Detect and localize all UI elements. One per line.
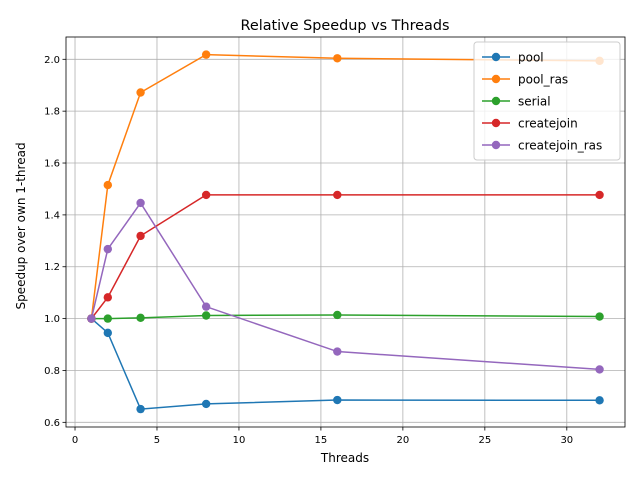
y-tick-label: 1.4 — [44, 210, 60, 221]
data-point — [595, 190, 604, 200]
series-createjoin — [87, 190, 604, 323]
y-tick-label: 1.6 — [44, 159, 60, 170]
data-point — [103, 180, 113, 190]
data-point — [136, 231, 145, 241]
data-point — [333, 54, 342, 63]
y-tick-label: 0.8 — [44, 366, 60, 377]
series-line — [90, 53, 600, 319]
data-point — [595, 365, 604, 374]
data-point — [333, 310, 342, 320]
data-point — [595, 312, 604, 321]
data-point — [136, 313, 145, 323]
legend-label: createjoin — [518, 117, 578, 131]
data-point — [201, 50, 211, 59]
x-tick-label: 20 — [397, 435, 410, 446]
y-tick-label: 1.0 — [44, 314, 60, 325]
legend-swatch-marker — [491, 118, 501, 128]
x-tick-label: 25 — [478, 435, 491, 446]
legend-item: pool_ras — [482, 73, 568, 87]
y-tick-label: 2.0 — [44, 55, 60, 66]
series-line — [91, 314, 600, 320]
legend-item: pool — [482, 51, 544, 65]
x-tick-label: 5 — [154, 435, 160, 446]
series-line — [90, 194, 600, 320]
legend-label: serial — [518, 95, 551, 109]
data-point — [103, 293, 113, 302]
data-point — [201, 302, 211, 311]
data-point — [333, 395, 342, 405]
legend-box — [473, 41, 621, 161]
data-point — [103, 244, 113, 254]
x-tick-label: 10 — [233, 435, 246, 446]
series-serial — [87, 310, 604, 323]
x-axis-label: Threads — [320, 451, 369, 465]
data-point — [201, 399, 211, 409]
axes: 0 5 10 15 20 25 30 0.6 0.8 1.0 1.2 1.4 1.6 1.8 2.0 — [44, 36, 626, 446]
legend-swatch-marker — [491, 74, 501, 84]
data-point — [136, 88, 145, 97]
legend-item: createjoin_ras — [482, 139, 602, 153]
legend-item: serial — [482, 95, 551, 109]
series-line — [90, 201, 600, 371]
plot-frame — [65, 36, 626, 428]
data-point — [136, 404, 145, 414]
data-point — [333, 190, 342, 200]
legend-item: createjoin — [482, 117, 578, 131]
data-point — [201, 311, 211, 320]
legend-swatch-marker — [491, 52, 501, 62]
y-tick-label: 0.6 — [44, 418, 60, 429]
series-group — [87, 50, 604, 414]
data-point — [136, 198, 145, 208]
y-axis-label: Speedup over own 1-thread — [14, 142, 28, 309]
x-tick-label: 15 — [315, 435, 328, 446]
chart-title: Relative Speedup vs Threads — [241, 18, 450, 34]
data-point — [333, 347, 342, 356]
legend-swatch-marker — [491, 140, 501, 150]
legend-label: createjoin_ras — [518, 139, 602, 153]
data-point — [103, 314, 113, 323]
y-tick-label: 1.2 — [44, 262, 60, 273]
x-tick-label: 0 — [72, 435, 78, 446]
series-createjoin_ras — [87, 198, 604, 374]
legend-swatch-marker — [491, 96, 501, 106]
x-tick-label: 30 — [560, 435, 573, 446]
data-point — [201, 190, 211, 200]
data-point — [103, 328, 113, 338]
data-point — [595, 396, 604, 405]
legend-label: pool — [518, 51, 544, 65]
data-point — [87, 314, 96, 323]
y-tick-label: 1.8 — [44, 107, 60, 118]
legend-label: pool_ras — [518, 73, 568, 87]
